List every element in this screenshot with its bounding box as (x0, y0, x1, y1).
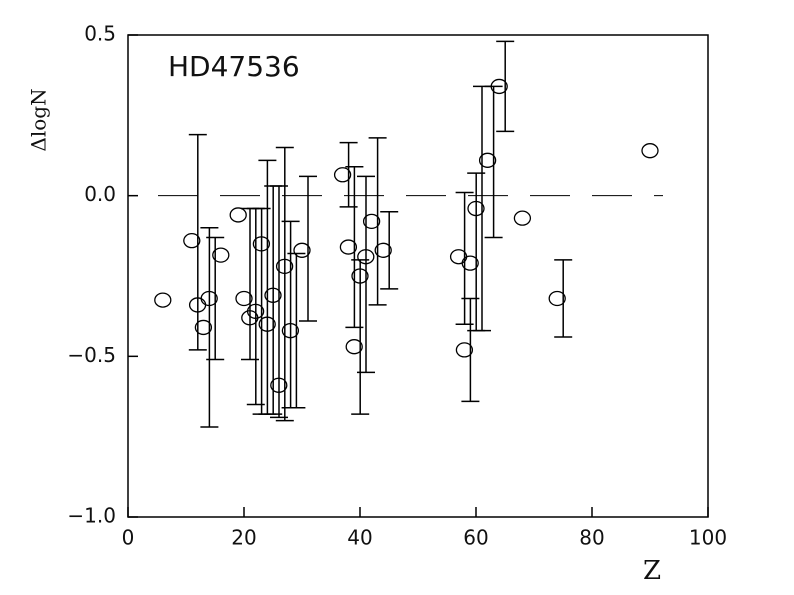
data-point (275, 258, 294, 275)
data-point (357, 249, 375, 265)
data-point (281, 322, 300, 339)
data-point (212, 247, 230, 263)
x-tick-label: 80 (579, 526, 604, 550)
plot-frame (127, 34, 709, 518)
x-tick-label: 0 (122, 526, 135, 550)
x-tick-label: 100 (689, 526, 727, 550)
y-tick-label: −1.0 (67, 504, 116, 528)
data-point (351, 268, 369, 284)
data-point (235, 290, 253, 307)
data-point (333, 167, 352, 183)
data-point (154, 292, 172, 308)
y-tick-label: 0.5 (84, 22, 116, 46)
annotation: HD47536 (168, 50, 300, 83)
data-point (490, 78, 508, 95)
y-tick-label: −0.5 (67, 343, 116, 367)
data-point (183, 233, 201, 249)
x-tick-label: 40 (347, 526, 372, 550)
data-point (641, 143, 659, 159)
data-point (362, 213, 381, 230)
data-point (467, 200, 485, 217)
data-point (264, 287, 282, 303)
data-point (293, 242, 311, 258)
data-point (200, 290, 218, 307)
y-tick-label: 0.0 (84, 182, 116, 206)
data-point (194, 319, 213, 336)
data-point (478, 152, 497, 168)
data-point (345, 339, 363, 355)
data-point (229, 207, 247, 223)
data-point (374, 242, 392, 258)
data-point (258, 316, 276, 332)
data-point (252, 236, 271, 252)
data-point (513, 210, 532, 226)
data-point (246, 303, 265, 319)
data-point (461, 255, 479, 271)
x-axis-label: Z (643, 556, 661, 586)
x-tick-label: 60 (463, 526, 488, 550)
data-point (270, 377, 288, 393)
data-point (339, 239, 358, 255)
data-point (548, 290, 566, 307)
y-axis-label: ΔlogN (27, 88, 51, 151)
x-tick-label: 20 (231, 526, 256, 550)
data-point (455, 342, 474, 358)
